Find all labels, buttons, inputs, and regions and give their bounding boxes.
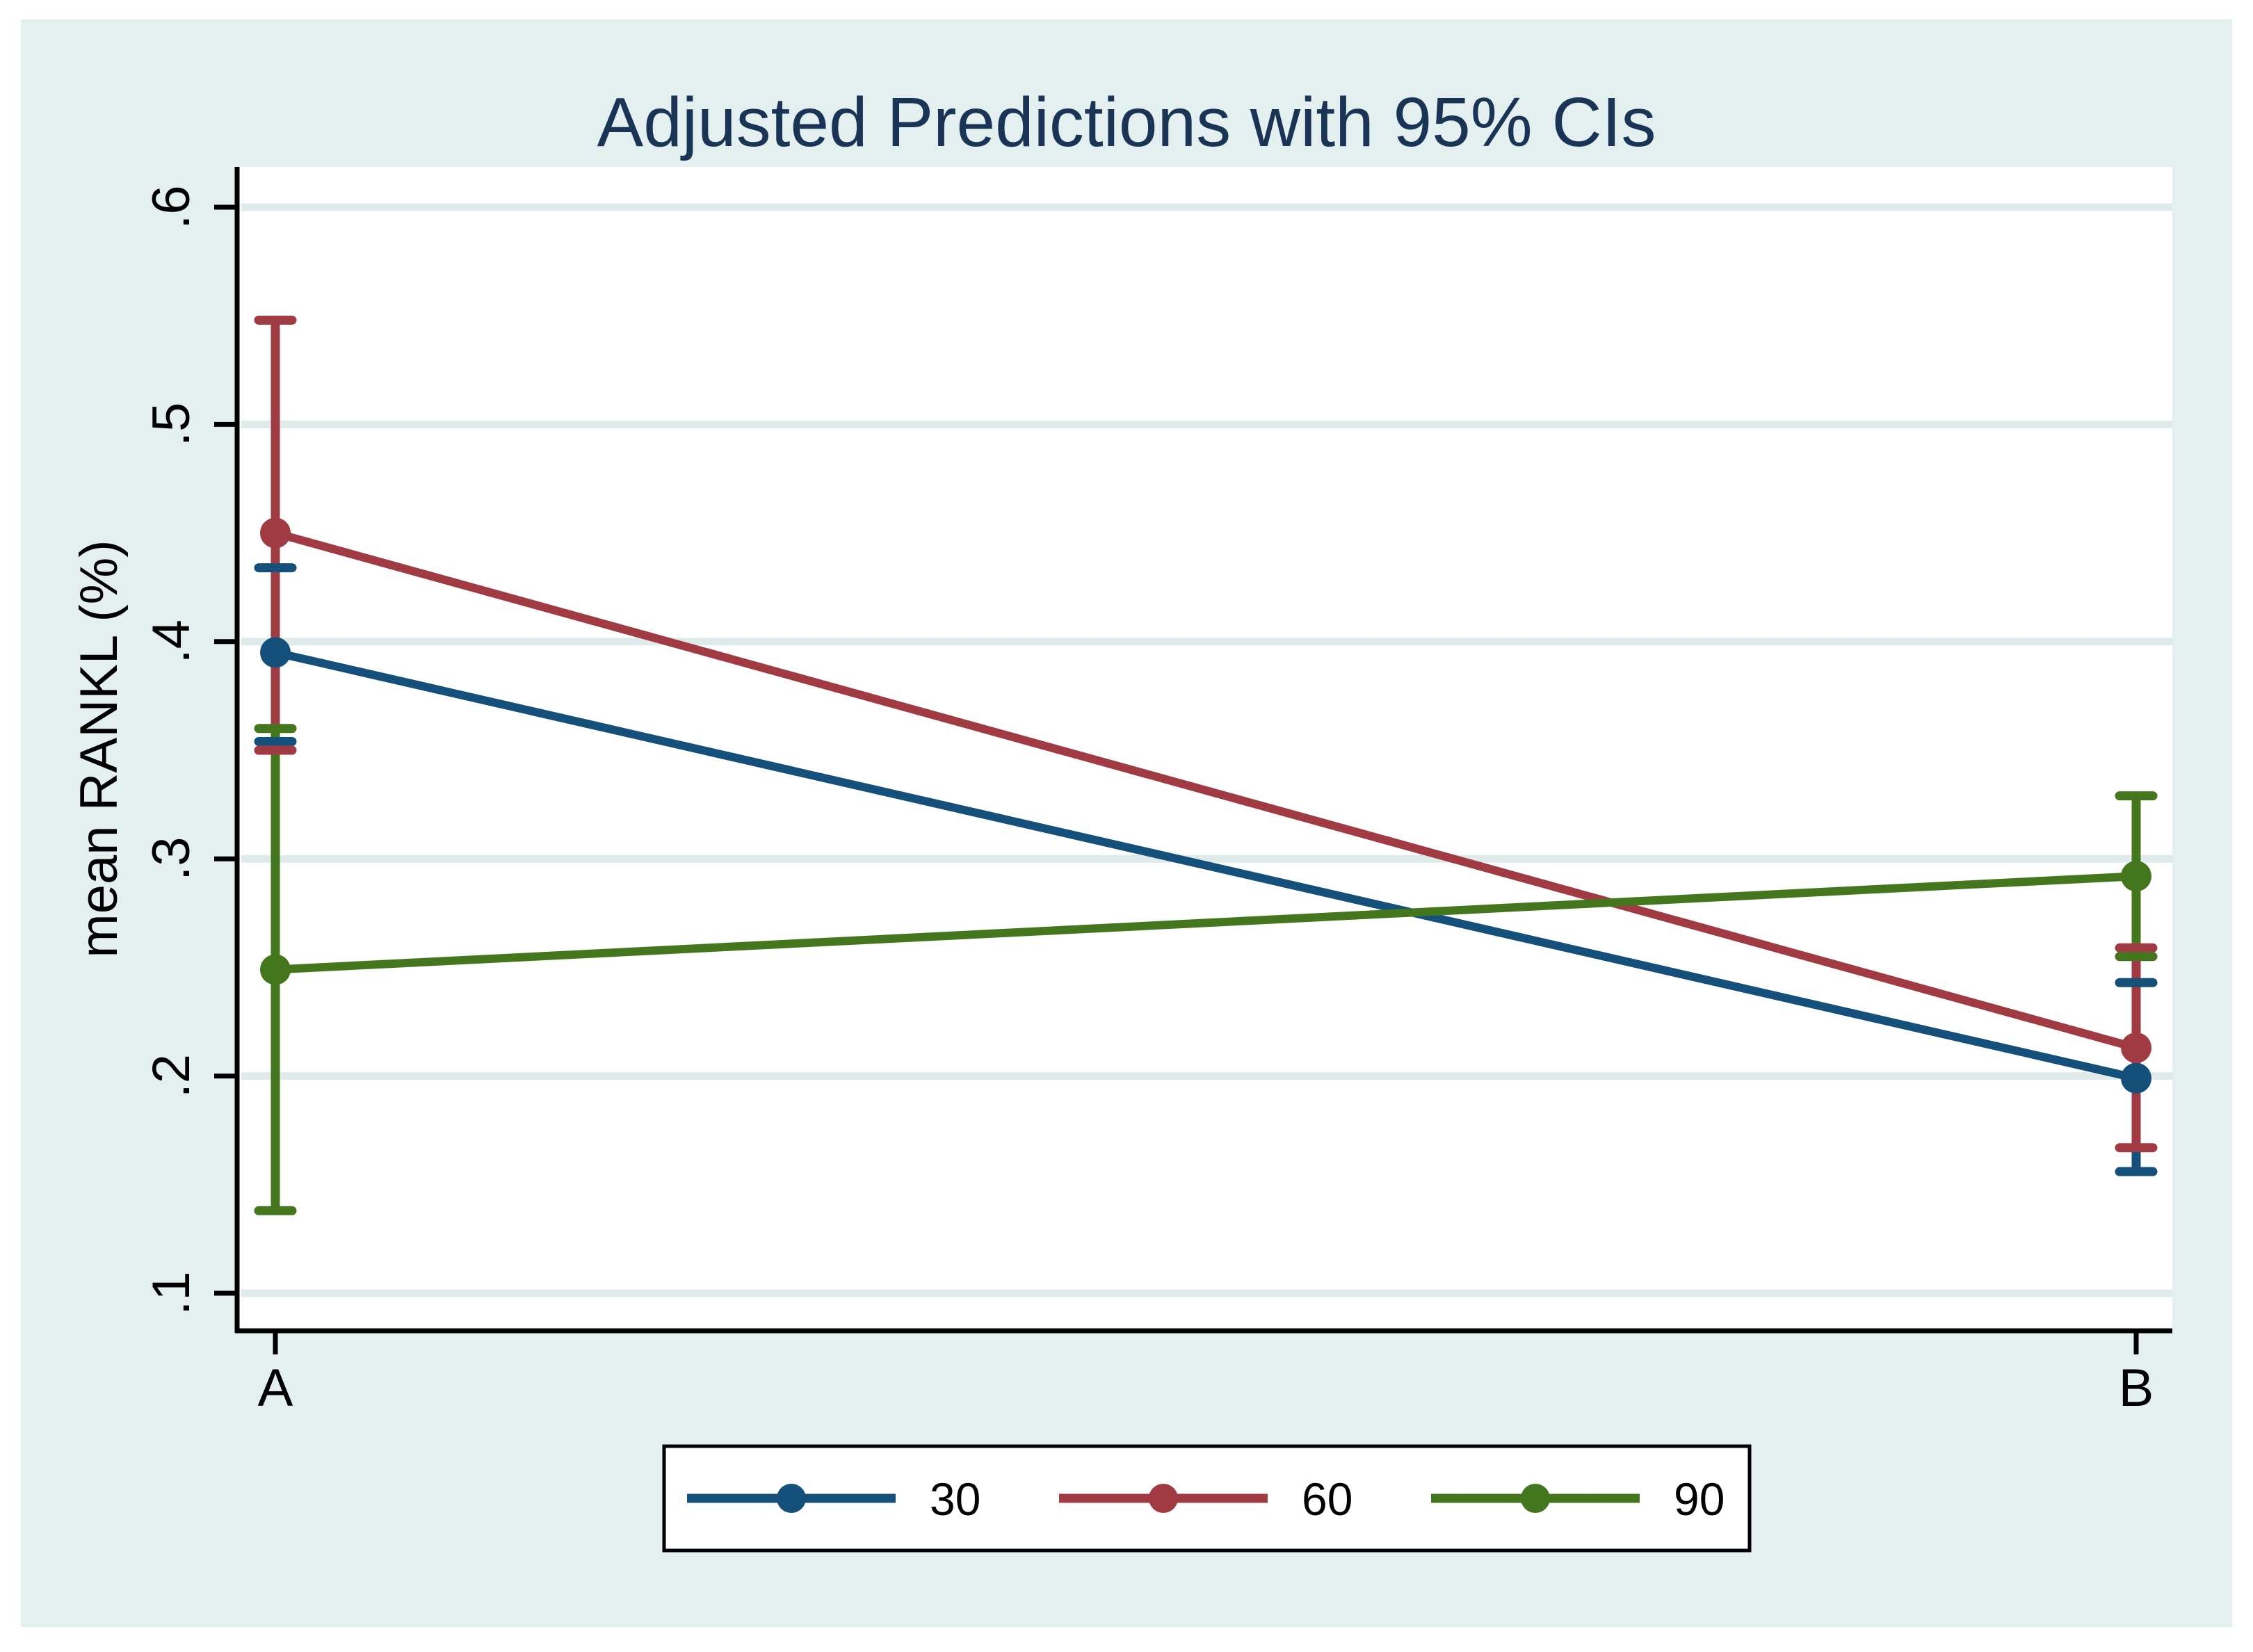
ytick-label-1: .5 [142, 403, 201, 446]
ytick-label-0: .6 [142, 185, 201, 229]
axes [234, 167, 2172, 1334]
xtick-label-B: B [2119, 1359, 2154, 1418]
series-markers [260, 517, 2151, 1094]
data-point-60-B [2121, 1032, 2151, 1063]
plot-area [235, 167, 2172, 1331]
legend-sample-marker-60 [1149, 1484, 1178, 1513]
series-line-60 [274, 528, 2138, 1052]
legend-label-60: 60 [1302, 1473, 1352, 1525]
chart-title: Adjusted Predictions with 95% CIs [597, 83, 1656, 161]
data-point-90-B [2121, 861, 2151, 892]
data-point-90-A [260, 954, 291, 985]
series-line-90 [275, 872, 2137, 974]
ytick-label-3: .3 [142, 837, 201, 881]
data-point-30-A [260, 637, 291, 668]
legend-box [662, 1444, 1752, 1553]
series-lines [274, 528, 2138, 1083]
ytick-label-4: .2 [142, 1054, 201, 1098]
data-point-30-B [2121, 1062, 2151, 1094]
gridlines [241, 203, 2172, 1297]
xtick-label-A: A [258, 1359, 293, 1418]
data-point-60-A [260, 517, 291, 549]
legend-sample-marker-90 [1521, 1484, 1550, 1513]
series-line-30 [274, 648, 2138, 1083]
y-axis-title: mean RANKL (%) [70, 540, 129, 957]
ytick-label-2: .4 [142, 620, 201, 663]
legend-label-90: 90 [1674, 1473, 1725, 1525]
axis-ticks [214, 204, 2139, 1354]
legend-label-30: 30 [930, 1473, 980, 1525]
ytick-label-5: .1 [142, 1271, 201, 1315]
legend-sample-marker-30 [777, 1484, 806, 1513]
